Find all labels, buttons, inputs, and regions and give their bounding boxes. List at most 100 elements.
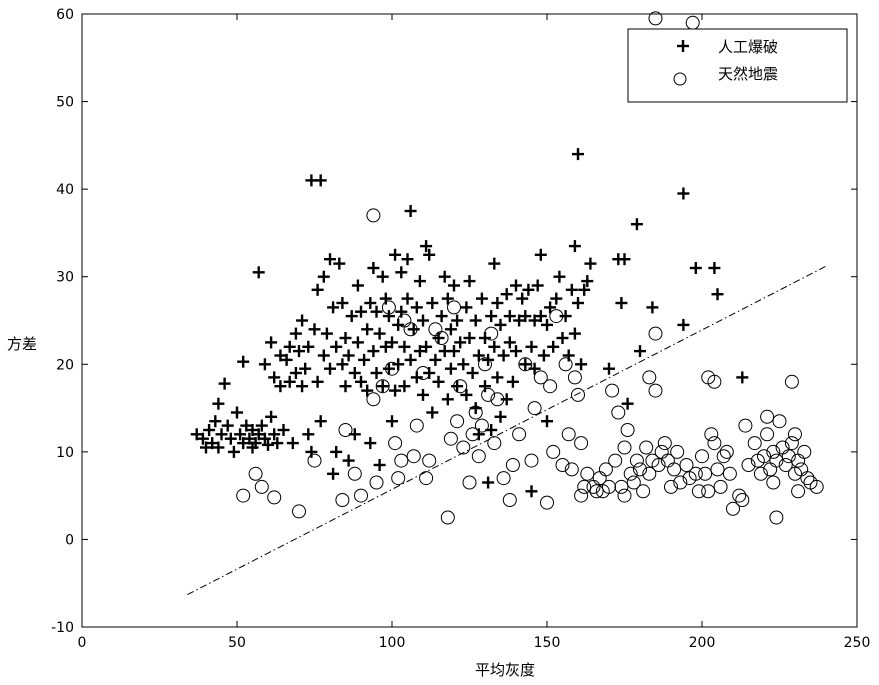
data-point-blast bbox=[464, 275, 476, 287]
data-point-blast bbox=[563, 350, 575, 362]
data-point-quake bbox=[649, 327, 662, 340]
data-point-blast bbox=[330, 446, 342, 458]
data-point-quake bbox=[649, 384, 662, 397]
data-point-quake bbox=[761, 410, 774, 423]
data-point-blast bbox=[544, 301, 556, 313]
data-point-quake bbox=[798, 445, 811, 458]
data-point-blast bbox=[318, 350, 330, 362]
data-point-quake bbox=[668, 463, 681, 476]
data-point-blast bbox=[557, 332, 569, 344]
data-point-blast bbox=[305, 446, 317, 458]
data-point-quake bbox=[581, 467, 594, 480]
data-point-blast bbox=[265, 336, 277, 348]
data-point-quake bbox=[723, 467, 736, 480]
data-point-quake bbox=[630, 454, 643, 467]
data-point-blast bbox=[550, 293, 562, 305]
data-point-quake bbox=[339, 424, 352, 437]
data-point-blast bbox=[491, 297, 503, 309]
data-point-quake bbox=[717, 450, 730, 463]
data-point-blast bbox=[203, 424, 215, 436]
data-point-blast bbox=[361, 385, 373, 397]
data-point-blast bbox=[467, 367, 479, 379]
data-point-quake bbox=[308, 454, 321, 467]
data-point-blast bbox=[535, 249, 547, 261]
data-point-blast bbox=[708, 262, 720, 274]
data-point-blast bbox=[442, 293, 454, 305]
data-point-blast bbox=[386, 415, 398, 427]
data-point-quake bbox=[618, 441, 631, 454]
data-point-blast bbox=[646, 301, 658, 313]
data-point-blast bbox=[445, 363, 457, 375]
data-point-quake bbox=[767, 476, 780, 489]
data-point-blast bbox=[498, 350, 510, 362]
data-point-blast bbox=[340, 380, 352, 392]
y-tick-label: -10 bbox=[51, 620, 74, 636]
data-point-blast bbox=[566, 284, 578, 296]
y-tick-label: 30 bbox=[56, 270, 74, 286]
data-point-quake bbox=[513, 428, 526, 441]
data-point-blast bbox=[488, 258, 500, 270]
data-point-quake bbox=[485, 327, 498, 340]
data-point-quake bbox=[497, 472, 510, 485]
data-point-blast bbox=[315, 415, 327, 427]
data-point-quake bbox=[671, 445, 684, 458]
y-tick-label: 40 bbox=[56, 182, 74, 198]
data-point-blast bbox=[677, 319, 689, 331]
data-point-blast bbox=[367, 345, 379, 357]
data-point-quake bbox=[525, 454, 538, 467]
data-point-quake bbox=[293, 505, 306, 518]
data-point-blast bbox=[253, 266, 265, 278]
data-point-blast bbox=[361, 323, 373, 335]
data-point-blast bbox=[219, 378, 231, 390]
data-point-blast bbox=[451, 380, 463, 392]
data-point-quake bbox=[410, 419, 423, 432]
data-point-quake bbox=[575, 437, 588, 450]
data-point-blast bbox=[352, 280, 364, 292]
data-point-blast bbox=[340, 332, 352, 344]
data-point-quake bbox=[711, 463, 724, 476]
data-point-quake bbox=[658, 437, 671, 450]
data-point-blast bbox=[439, 271, 451, 283]
data-point-blast bbox=[572, 297, 584, 309]
data-point-blast bbox=[405, 205, 417, 217]
data-point-quake bbox=[696, 450, 709, 463]
data-point-blast bbox=[367, 262, 379, 274]
data-point-blast bbox=[426, 297, 438, 309]
data-point-quake bbox=[370, 476, 383, 489]
y-tick-label: 10 bbox=[56, 445, 74, 461]
data-point-blast bbox=[476, 293, 488, 305]
data-point-blast bbox=[296, 315, 308, 327]
data-point-blast bbox=[395, 266, 407, 278]
data-point-blast bbox=[371, 367, 383, 379]
data-point-quake bbox=[575, 489, 588, 502]
data-point-blast bbox=[380, 293, 392, 305]
data-point-blast bbox=[603, 363, 615, 375]
data-point-quake bbox=[789, 428, 802, 441]
data-point-quake bbox=[463, 476, 476, 489]
data-point-quake bbox=[423, 454, 436, 467]
data-point-blast bbox=[290, 328, 302, 340]
data-point-quake bbox=[770, 511, 783, 524]
data-point-quake bbox=[448, 301, 461, 314]
legend: 人工爆破 天然地震 bbox=[628, 29, 847, 102]
data-point-blast bbox=[504, 336, 516, 348]
data-point-blast bbox=[510, 345, 522, 357]
data-point-quake bbox=[420, 472, 433, 485]
data-point-blast bbox=[460, 389, 472, 401]
data-point-quake bbox=[451, 415, 464, 428]
data-point-blast bbox=[398, 341, 410, 353]
data-point-quake bbox=[655, 445, 668, 458]
data-point-blast bbox=[448, 280, 460, 292]
data-point-quake bbox=[773, 415, 786, 428]
legend-label-blast: 人工爆破 bbox=[718, 38, 778, 56]
x-tick-label: 150 bbox=[534, 635, 561, 651]
data-point-blast bbox=[259, 358, 271, 370]
data-point-quake bbox=[475, 419, 488, 432]
data-point-blast bbox=[442, 393, 454, 405]
data-point-blast bbox=[315, 174, 327, 186]
data-point-quake bbox=[541, 496, 554, 509]
data-point-quake bbox=[472, 450, 485, 463]
data-point-blast bbox=[343, 350, 355, 362]
data-point-blast bbox=[429, 354, 441, 366]
